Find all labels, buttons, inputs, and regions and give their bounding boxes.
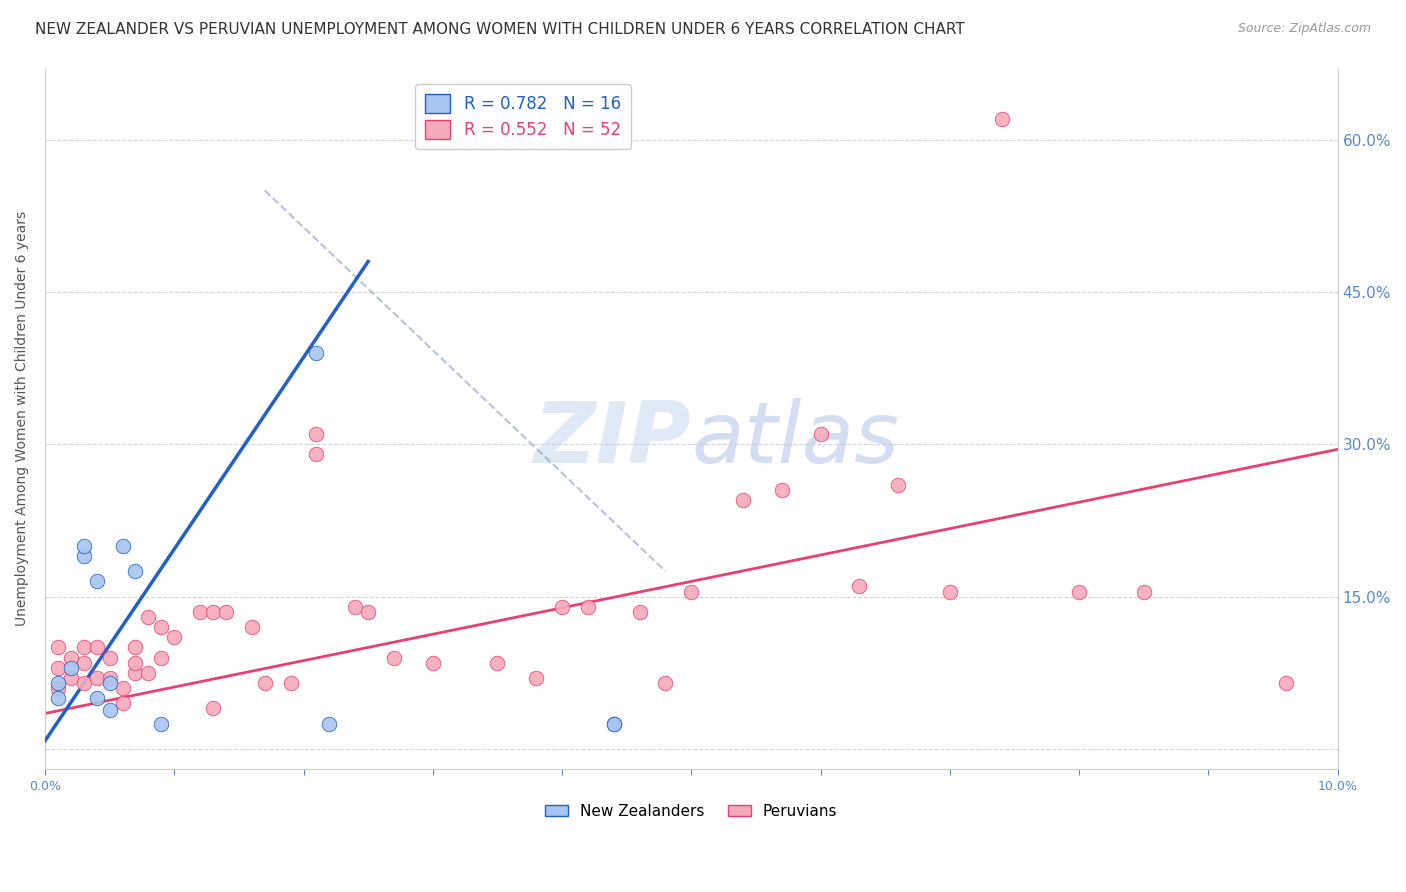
Point xyxy=(202,701,225,715)
Y-axis label: Unemployment Among Women with Children Under 6 years: Unemployment Among Women with Children U… xyxy=(15,211,30,626)
Point xyxy=(990,112,1012,127)
Point xyxy=(810,427,832,442)
Point xyxy=(150,716,173,731)
Text: Source: ZipAtlas.com: Source: ZipAtlas.com xyxy=(1237,22,1371,36)
Point xyxy=(603,716,626,731)
Text: NEW ZEALANDER VS PERUVIAN UNEMPLOYMENT AMONG WOMEN WITH CHILDREN UNDER 6 YEARS C: NEW ZEALANDER VS PERUVIAN UNEMPLOYMENT A… xyxy=(35,22,965,37)
Point xyxy=(46,681,69,695)
Point xyxy=(150,650,173,665)
Point xyxy=(576,599,599,614)
Point xyxy=(1069,584,1091,599)
Point xyxy=(939,584,962,599)
Point xyxy=(73,640,96,655)
Point xyxy=(46,676,69,690)
Point xyxy=(138,665,160,680)
Point xyxy=(603,716,626,731)
Point xyxy=(98,703,121,717)
Point xyxy=(163,630,186,644)
Point xyxy=(253,676,276,690)
Point xyxy=(188,605,211,619)
Point xyxy=(318,716,340,731)
Point xyxy=(382,650,405,665)
Point xyxy=(486,656,509,670)
Point xyxy=(240,620,263,634)
Text: atlas: atlas xyxy=(692,399,900,482)
Point xyxy=(124,640,146,655)
Point xyxy=(138,610,160,624)
Point xyxy=(215,605,238,619)
Point xyxy=(524,671,547,685)
Point xyxy=(305,427,328,442)
Point xyxy=(344,599,367,614)
Point xyxy=(770,483,793,497)
Point xyxy=(422,656,444,670)
Point xyxy=(59,671,82,685)
Legend: New Zealanders, Peruvians: New Zealanders, Peruvians xyxy=(538,797,844,825)
Point xyxy=(551,599,574,614)
Point xyxy=(654,676,676,690)
Point xyxy=(73,656,96,670)
Point xyxy=(628,605,651,619)
Point xyxy=(887,478,910,492)
Point xyxy=(280,676,302,690)
Point xyxy=(848,580,870,594)
Point xyxy=(98,676,121,690)
Point xyxy=(111,539,134,553)
Point xyxy=(202,605,225,619)
Point xyxy=(98,671,121,685)
Point xyxy=(73,549,96,563)
Point xyxy=(59,650,82,665)
Point xyxy=(98,650,121,665)
Point xyxy=(73,539,96,553)
Text: ZIP: ZIP xyxy=(534,399,692,482)
Point xyxy=(1275,676,1298,690)
Point xyxy=(59,661,82,675)
Point xyxy=(73,676,96,690)
Point xyxy=(124,656,146,670)
Point xyxy=(731,493,754,508)
Point xyxy=(681,584,703,599)
Point xyxy=(111,696,134,710)
Point xyxy=(1132,584,1154,599)
Point xyxy=(86,691,108,706)
Point xyxy=(305,447,328,461)
Point xyxy=(86,574,108,589)
Point xyxy=(305,346,328,360)
Point xyxy=(150,620,173,634)
Point xyxy=(124,665,146,680)
Point xyxy=(357,605,380,619)
Point xyxy=(86,671,108,685)
Point xyxy=(111,681,134,695)
Point xyxy=(46,640,69,655)
Point xyxy=(124,564,146,578)
Point xyxy=(86,640,108,655)
Point xyxy=(46,661,69,675)
Point xyxy=(46,691,69,706)
